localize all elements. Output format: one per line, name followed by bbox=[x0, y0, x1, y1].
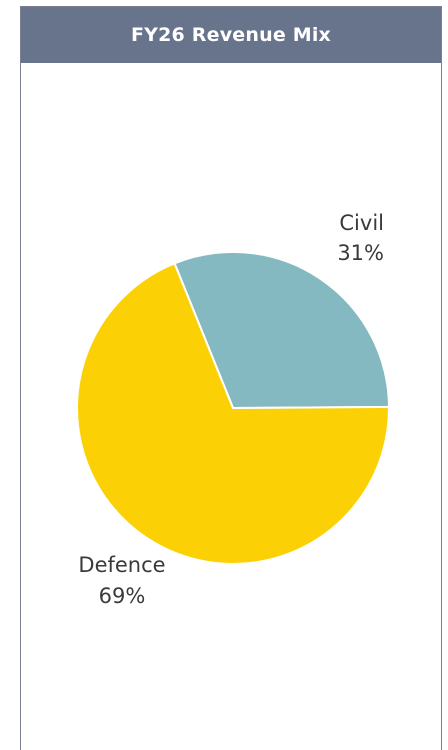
pie-slice-civil bbox=[173, 251, 391, 410]
slice-percent-civil: 31% bbox=[337, 241, 384, 265]
slice-percent-defence: 69% bbox=[99, 584, 146, 608]
slice-label-defence: Defence bbox=[78, 553, 165, 577]
pie-chart: Civil 31% Defence 69% bbox=[76, 211, 391, 608]
chart-card: FY26 Revenue Mix Civil 31% Defence 69% bbox=[20, 6, 442, 750]
slice-label-civil: Civil bbox=[339, 211, 384, 235]
pie-slice-defence bbox=[76, 262, 390, 565]
chart-title: FY26 Revenue Mix bbox=[21, 7, 441, 63]
chart-area: Civil 31% Defence 69% bbox=[21, 63, 443, 750]
